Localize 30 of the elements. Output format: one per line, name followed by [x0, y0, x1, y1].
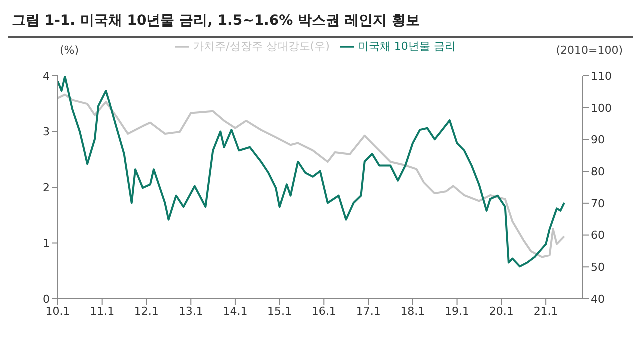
- y-tick-label: 2: [43, 181, 50, 194]
- y2-tick-label: 70: [591, 197, 605, 210]
- y2-tick-label: 90: [591, 134, 605, 147]
- y2-tick-label: 60: [591, 229, 605, 242]
- x-tick-label: 13.1: [178, 304, 204, 318]
- y-axis-title: (%): [60, 44, 80, 57]
- y-tick-label: 4: [43, 70, 50, 83]
- x-tick-label: 20.1: [489, 304, 514, 318]
- y-tick-label: 0: [43, 292, 50, 306]
- y2-tick-label: 110: [591, 70, 612, 83]
- x-tick-label: 19.1: [445, 304, 470, 318]
- x-tick-label: 12.1: [134, 304, 159, 318]
- y2-tick-label: 50: [591, 261, 605, 274]
- x-tick-label: 21.1: [534, 304, 558, 318]
- x-tick-label: 17.1: [356, 304, 381, 318]
- legend-label: 가치주/성장주 상대강도(우): [193, 40, 330, 53]
- y2-axis-title: (2010=100): [556, 44, 623, 57]
- x-tick-label: 18.1: [400, 304, 426, 318]
- y-tick-label: 1: [43, 237, 50, 250]
- y2-tick-label: 80: [591, 165, 605, 178]
- chart-title: 그림 1-1. 미국채 10년물 금리, 1.5~1.6% 박스권 레인지 횡보: [8, 8, 633, 38]
- legend-label: 미국채 10년물 금리: [358, 40, 456, 53]
- x-tick-label: 15.1: [268, 304, 292, 318]
- x-tick-label: 14.1: [223, 304, 248, 318]
- x-tick-label: 11.1: [90, 304, 115, 318]
- x-tick-label: 10.1: [46, 304, 70, 318]
- x-tick-label: 16.1: [312, 304, 336, 318]
- y-tick-label: 3: [43, 126, 50, 139]
- y2-tick-label: 40: [591, 292, 605, 306]
- y2-tick-label: 100: [591, 102, 612, 115]
